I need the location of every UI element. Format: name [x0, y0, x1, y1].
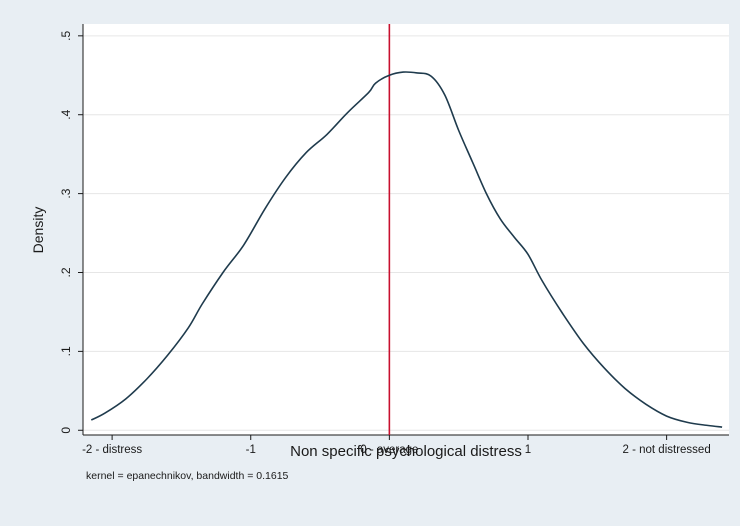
y-tick-label-5: .5: [59, 31, 73, 41]
density-curve: [90, 71, 723, 428]
x-tick-label-4: 2 - not distressed: [623, 444, 711, 456]
y-axis-label: Density: [30, 207, 46, 254]
grid: [83, 35, 729, 431]
y-axis-ticks: 0 .1 .2 .3 .4 .5: [59, 31, 83, 434]
x-tick-label-3: 1: [525, 444, 531, 456]
y-tick-label-2: .2: [59, 267, 73, 277]
y-tick-label-0: 0: [59, 427, 73, 434]
x-tick-label-0: -2 - distress: [82, 444, 142, 456]
x-axis-ticks: -2 - distress -1 0 - average 1 2 - not distr…: [82, 435, 711, 456]
kernel-note: kernel = epanechnikov, bandwidth = 0.161…: [86, 470, 289, 482]
x-axis-label: Non specific psychological distress: [290, 443, 522, 460]
y-tick-label-3: .3: [59, 188, 73, 198]
y-tick-label-1: .1: [59, 346, 73, 356]
x-tick-label-1: -1: [246, 444, 256, 456]
y-tick-label-4: .4: [59, 109, 73, 119]
plot-background: [83, 24, 729, 435]
x-tick-label-2: 0 - average: [360, 444, 418, 456]
